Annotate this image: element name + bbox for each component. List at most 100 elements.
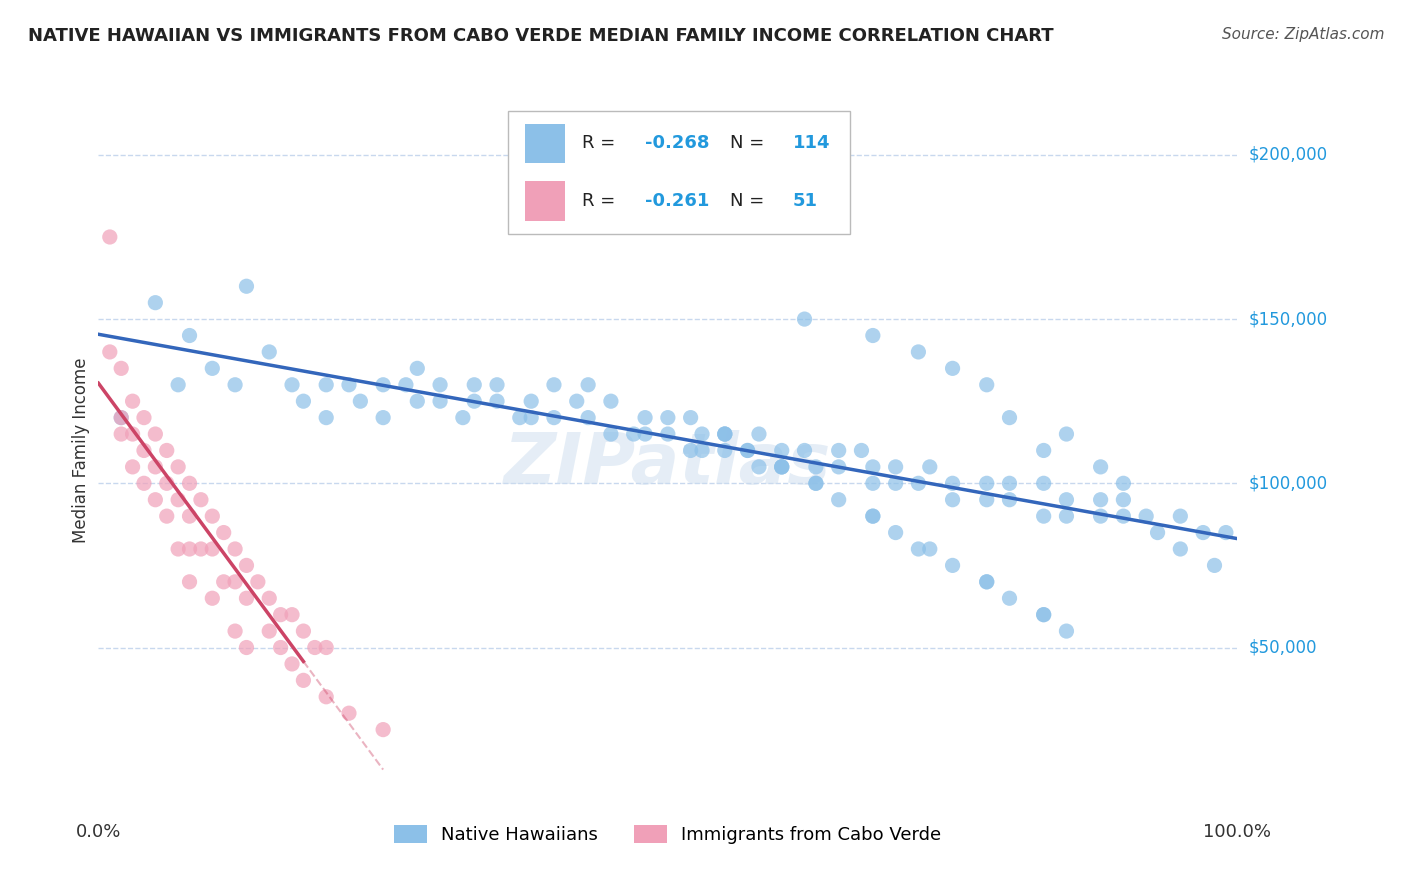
Point — [576, 377, 599, 392]
FancyBboxPatch shape — [526, 123, 565, 163]
Point — [121, 427, 143, 442]
Point — [1032, 443, 1054, 458]
Point — [451, 410, 474, 425]
Point — [98, 345, 121, 359]
Point — [224, 574, 246, 589]
Point — [371, 377, 394, 392]
Text: $200,000: $200,000 — [1249, 146, 1327, 164]
Point — [1090, 509, 1112, 524]
Point — [179, 541, 201, 556]
Text: R =: R = — [582, 135, 621, 153]
Point — [1112, 476, 1135, 491]
Point — [98, 230, 121, 244]
Point — [156, 509, 179, 524]
Point — [1170, 509, 1192, 524]
Point — [371, 723, 394, 737]
Text: 51: 51 — [793, 192, 818, 211]
Point — [145, 492, 167, 507]
Point — [884, 525, 907, 540]
Point — [804, 476, 827, 491]
Point — [634, 410, 657, 425]
Point — [315, 410, 337, 425]
Point — [862, 459, 884, 474]
Text: $50,000: $50,000 — [1249, 639, 1317, 657]
Point — [862, 509, 884, 524]
Point — [976, 492, 998, 507]
Point — [145, 427, 167, 442]
Point — [976, 574, 998, 589]
Point — [1090, 492, 1112, 507]
Point — [1135, 509, 1157, 524]
Point — [918, 459, 941, 474]
Point — [907, 476, 929, 491]
Point — [828, 459, 851, 474]
Point — [315, 377, 337, 392]
Point — [1054, 624, 1078, 639]
Point — [1054, 492, 1078, 507]
Point — [292, 624, 315, 639]
Point — [804, 459, 827, 474]
Point — [1054, 427, 1078, 442]
Text: -0.261: -0.261 — [645, 192, 710, 211]
Point — [270, 607, 292, 622]
FancyBboxPatch shape — [509, 111, 851, 234]
Point — [884, 476, 907, 491]
Point — [246, 574, 269, 589]
Point — [998, 591, 1021, 606]
Point — [1112, 492, 1135, 507]
Point — [224, 377, 246, 392]
Point — [167, 541, 190, 556]
Point — [167, 492, 190, 507]
Point — [679, 443, 702, 458]
Point — [486, 377, 509, 392]
Point — [1032, 509, 1054, 524]
Point — [657, 410, 679, 425]
Point — [201, 361, 224, 376]
Point — [998, 476, 1021, 491]
Point — [110, 427, 132, 442]
Point — [1032, 476, 1054, 491]
Point — [1146, 525, 1168, 540]
Legend: Native Hawaiians, Immigrants from Cabo Verde: Native Hawaiians, Immigrants from Cabo V… — [385, 816, 950, 854]
Point — [315, 640, 337, 655]
Point — [520, 394, 543, 409]
Point — [862, 328, 884, 343]
Point — [942, 492, 965, 507]
Point — [509, 410, 531, 425]
Point — [270, 640, 292, 655]
Point — [657, 427, 679, 442]
Point — [167, 459, 190, 474]
Point — [623, 427, 645, 442]
Point — [793, 312, 815, 326]
Point — [371, 410, 394, 425]
Text: $100,000: $100,000 — [1249, 475, 1327, 492]
Text: N =: N = — [731, 192, 770, 211]
Point — [201, 541, 224, 556]
Point — [304, 640, 326, 655]
Point — [576, 410, 599, 425]
FancyBboxPatch shape — [526, 181, 565, 221]
Point — [690, 427, 713, 442]
Point — [179, 574, 201, 589]
Point — [1032, 607, 1054, 622]
Point — [281, 657, 304, 671]
Point — [770, 459, 793, 474]
Point — [121, 459, 143, 474]
Point — [132, 443, 155, 458]
Point — [565, 394, 588, 409]
Point — [337, 377, 360, 392]
Point — [976, 574, 998, 589]
Point — [714, 427, 737, 442]
Point — [110, 361, 132, 376]
Point — [520, 410, 543, 425]
Point — [224, 541, 246, 556]
Point — [862, 509, 884, 524]
Point — [600, 394, 623, 409]
Point — [337, 706, 360, 721]
Point — [463, 377, 485, 392]
Text: Source: ZipAtlas.com: Source: ZipAtlas.com — [1222, 27, 1385, 42]
Point — [862, 476, 884, 491]
Point — [235, 591, 257, 606]
Point — [167, 377, 190, 392]
Point — [543, 410, 565, 425]
